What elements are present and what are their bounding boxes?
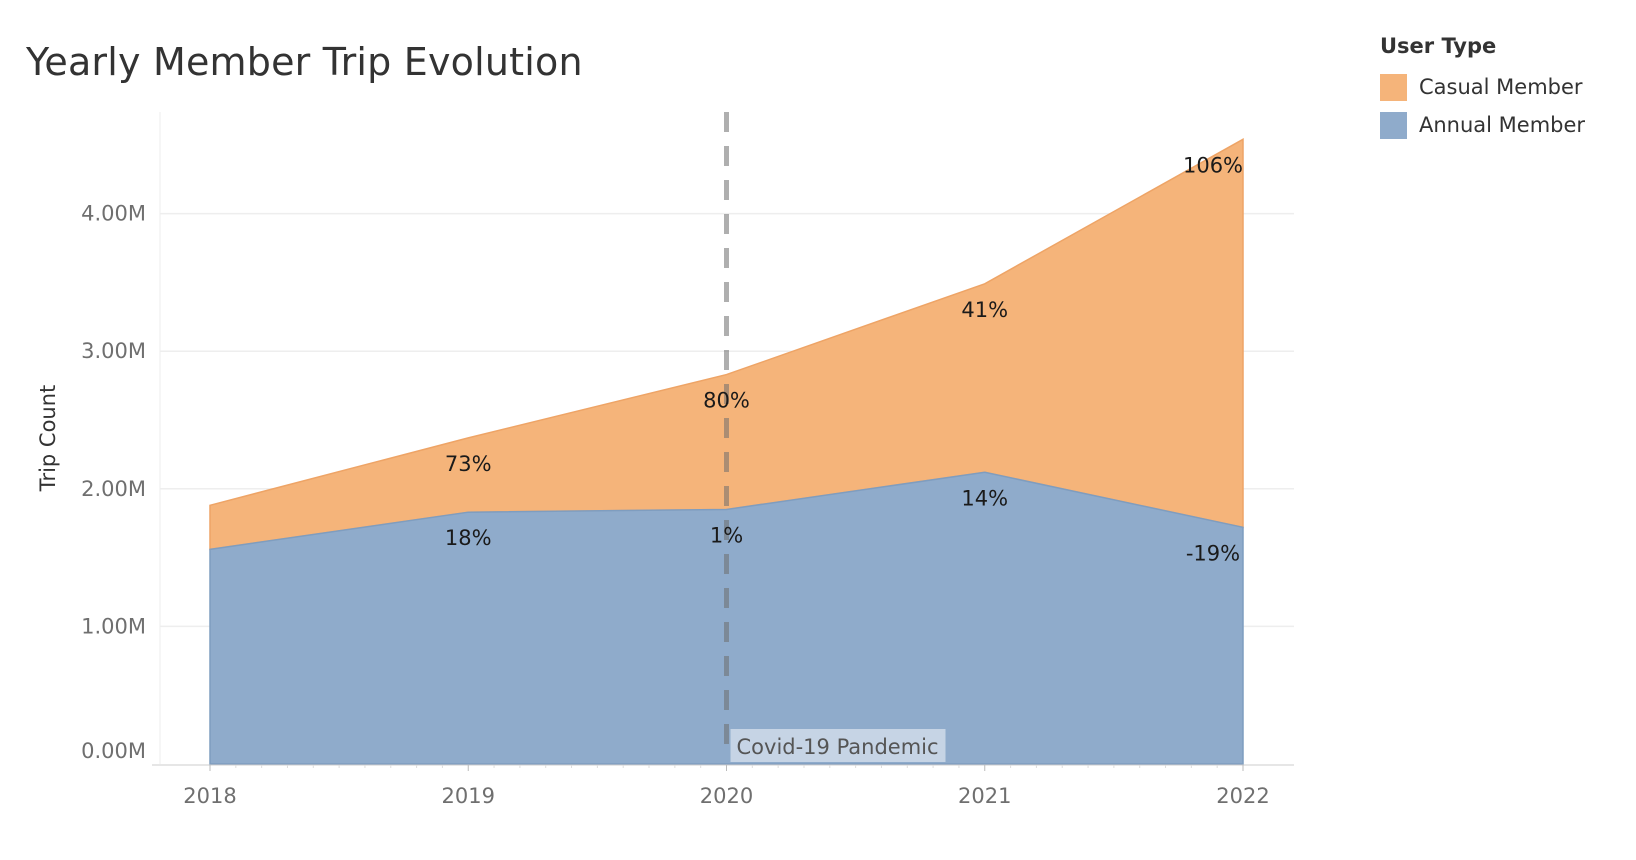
annotation-text: Covid-19 Pandemic <box>737 735 939 759</box>
data-label-annual: 14% <box>961 486 1008 510</box>
axes: 0.00M 1.00M 2.00M 3.00M 4.00M 2018 2019 2020 202… <box>36 202 1294 808</box>
data-label-annual: -19% <box>1186 541 1240 565</box>
x-tick-label: 2020 <box>700 784 753 808</box>
y-tick-label: 1.00M <box>81 614 146 638</box>
legend-label-annual: Annual Member <box>1419 113 1586 137</box>
legend-item-annual-member[interactable]: Annual Member <box>1380 106 1585 144</box>
data-label-casual: 41% <box>961 298 1008 322</box>
data-label-annual: 18% <box>445 526 492 550</box>
area-layer <box>209 138 1244 765</box>
legend-label-casual: Casual Member <box>1419 75 1583 99</box>
data-label-casual: 73% <box>445 452 492 476</box>
x-tick-label: 2018 <box>183 784 236 808</box>
legend-swatch-annual <box>1380 111 1407 139</box>
x-tick-label: 2022 <box>1216 784 1269 808</box>
y-axis-title: Trip Count <box>36 385 60 493</box>
annotation-box <box>730 729 946 762</box>
y-tick-label: 4.00M <box>81 202 146 226</box>
data-label-casual: 80% <box>703 389 750 413</box>
chart-title: Yearly Member Trip Evolution <box>26 40 583 84</box>
area-annual-member <box>209 471 1244 765</box>
x-tick-label: 2019 <box>442 784 495 808</box>
data-labels: 73% 80% 41% 106% 18% 1% 14% -19% <box>445 153 1243 565</box>
annotation-layer: Covid-19 Pandemic <box>724 112 946 762</box>
data-label-casual: 106% <box>1183 153 1243 177</box>
y-tick-label: 3.00M <box>81 339 146 363</box>
y-tick-label: 0.00M <box>81 739 146 763</box>
legend-title: User Type <box>1380 34 1497 58</box>
data-label-annual: 1% <box>710 523 743 547</box>
y-tick-label: 2.00M <box>81 477 146 501</box>
legend-swatch-casual <box>1380 73 1407 101</box>
legend-item-casual-member[interactable]: Casual Member <box>1380 68 1585 106</box>
x-tick-label: 2021 <box>958 784 1011 808</box>
legend: User Type Casual Member Annual Member <box>1380 34 1585 144</box>
